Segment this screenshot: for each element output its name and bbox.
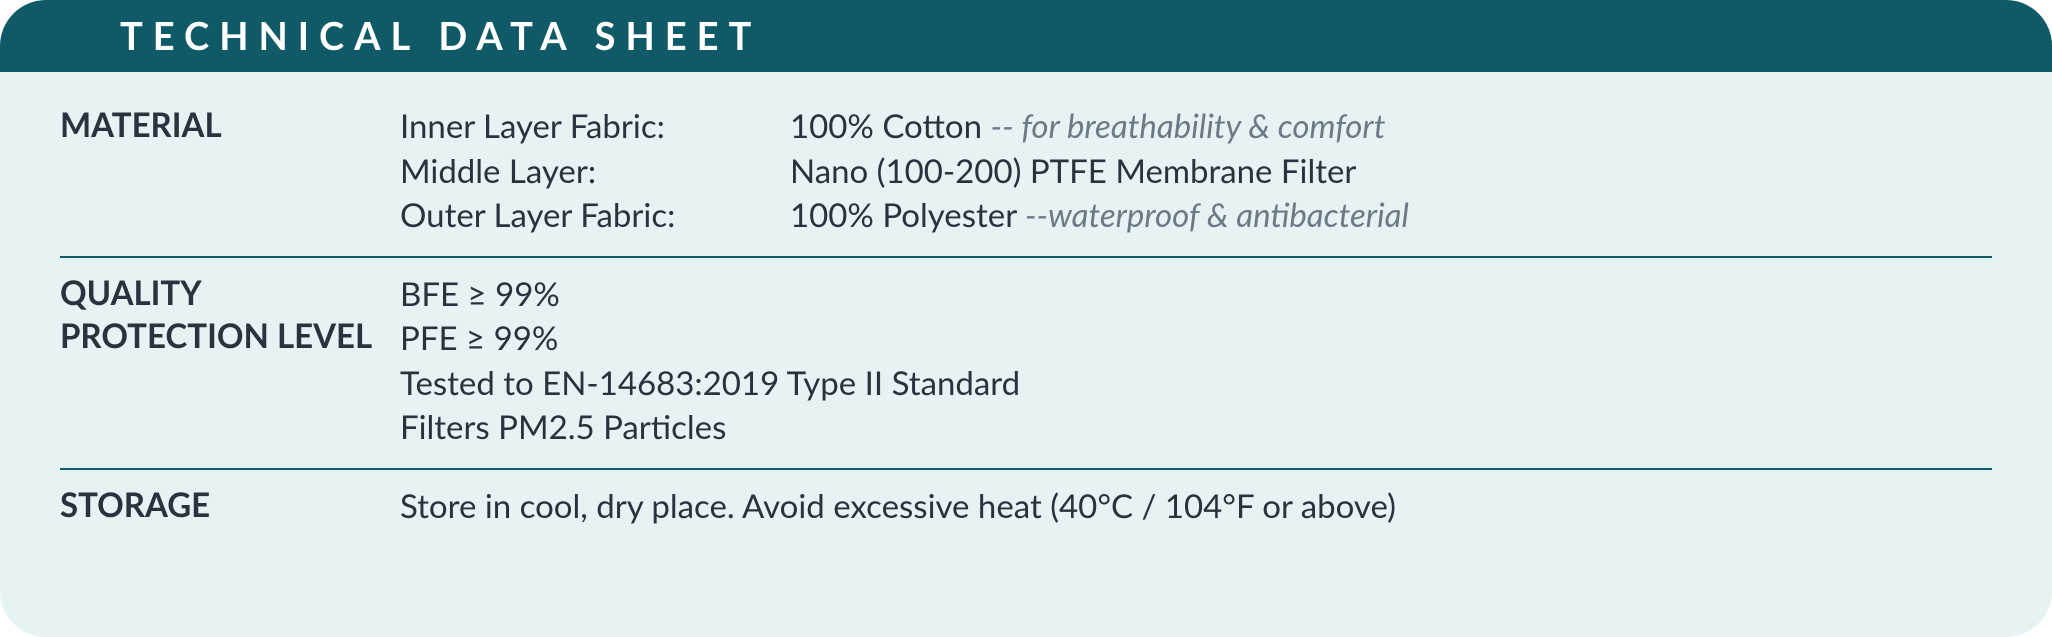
section-material: MATERIAL Inner Layer Fabric: 100% Cotton… (60, 90, 1992, 256)
section-quality: QUALITY PROTECTION LEVEL BFE ≥ 99% PFE ≥… (60, 256, 1992, 468)
section-storage: STORAGE Store in cool, dry place. Avoid … (60, 468, 1992, 547)
material-key: Inner Layer Fabric: (400, 104, 790, 149)
header-bar: TECHNICAL DATA SHEET (0, 0, 2052, 72)
storage-label: STORAGE (60, 485, 210, 525)
material-value-text: 100% Cotton (790, 106, 990, 146)
section-label: STORAGE (60, 484, 400, 529)
material-row: Outer Layer Fabric: 100% Polyester --wat… (400, 193, 1992, 238)
material-value: Nano (100-200) PTFE Membrane Filter (790, 149, 1992, 194)
panel: TECHNICAL DATA SHEET MATERIAL Inner Laye… (0, 0, 2052, 637)
quality-label-line1: QUALITY (60, 272, 400, 315)
material-value-text: Nano (100-200) PTFE Membrane Filter (790, 151, 1356, 191)
quality-label-line2: PROTECTION LEVEL (60, 315, 400, 358)
quality-line: PFE ≥ 99% (400, 316, 1992, 361)
quality-line: Filters PM2.5 Particles (400, 405, 1992, 450)
material-value-text: 100% Polyester (790, 195, 1025, 235)
body: MATERIAL Inner Layer Fabric: 100% Cotton… (0, 72, 2052, 546)
quality-line: BFE ≥ 99% (400, 272, 1992, 317)
material-label: MATERIAL (60, 105, 222, 145)
storage-text: Store in cool, dry place. Avoid excessiv… (400, 486, 1396, 526)
material-value: 100% Polyester --waterproof & antibacter… (790, 193, 1992, 238)
material-content: Inner Layer Fabric: 100% Cotton -- for b… (400, 104, 1992, 238)
material-key: Outer Layer Fabric: (400, 193, 790, 238)
material-row: Middle Layer: Nano (100-200) PTFE Membra… (400, 149, 1992, 194)
quality-line: Tested to EN-14683:2019 Type II Standard (400, 361, 1992, 406)
material-note: --waterproof & antibacterial (1025, 195, 1409, 235)
material-note: -- for breathability & comfort (990, 106, 1385, 146)
storage-content: Store in cool, dry place. Avoid excessiv… (400, 484, 1992, 529)
quality-content: BFE ≥ 99% PFE ≥ 99% Tested to EN-14683:2… (400, 272, 1992, 450)
material-row: Inner Layer Fabric: 100% Cotton -- for b… (400, 104, 1992, 149)
material-value: 100% Cotton -- for breathability & comfo… (790, 104, 1992, 149)
section-label: MATERIAL (60, 104, 400, 238)
header-title: TECHNICAL DATA SHEET (120, 13, 761, 59)
technical-data-sheet-card: TECHNICAL DATA SHEET MATERIAL Inner Laye… (0, 0, 2052, 637)
section-label: QUALITY PROTECTION LEVEL (60, 272, 400, 450)
material-key: Middle Layer: (400, 149, 790, 194)
